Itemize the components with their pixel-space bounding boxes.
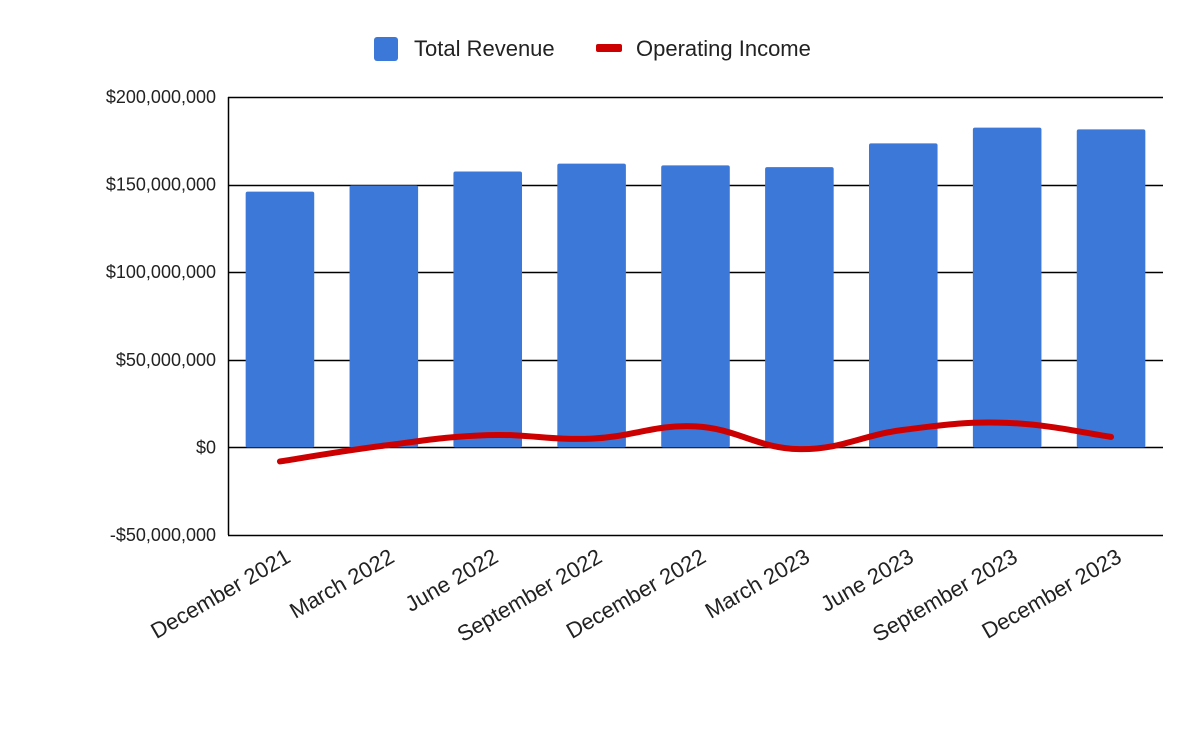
x-tick-label: March 2022 — [285, 544, 398, 624]
y-tick-label: $200,000,000 — [106, 87, 216, 107]
x-tick-label: March 2023 — [701, 544, 814, 624]
y-tick-label: $0 — [196, 437, 216, 457]
bar-total-revenue — [246, 192, 315, 448]
legend-swatch-operating-income — [596, 44, 622, 52]
bar-total-revenue — [661, 165, 730, 447]
y-axis-tick-labels: $200,000,000 $150,000,000 $100,000,000 $50,… — [106, 87, 216, 545]
bar-total-revenue — [350, 185, 419, 447]
legend-label-total-revenue: Total Revenue — [414, 36, 555, 61]
y-tick-label: $150,000,000 — [106, 175, 216, 195]
bar-total-revenue — [973, 128, 1042, 448]
x-tick-label: December 2021 — [146, 544, 294, 644]
legend-label-operating-income: Operating Income — [636, 36, 811, 61]
bar-total-revenue — [557, 164, 626, 448]
legend-swatch-total-revenue — [374, 37, 398, 61]
bar-total-revenue — [453, 171, 522, 447]
bar-series-total-revenue — [246, 128, 1146, 448]
y-tick-label: -$50,000,000 — [110, 525, 216, 545]
bar-total-revenue — [765, 167, 834, 447]
bar-total-revenue — [1077, 129, 1146, 447]
legend: Total Revenue Operating Income — [374, 36, 811, 61]
y-tick-label: $100,000,000 — [106, 262, 216, 282]
bar-total-revenue — [869, 143, 938, 447]
y-tick-label: $50,000,000 — [116, 350, 216, 370]
